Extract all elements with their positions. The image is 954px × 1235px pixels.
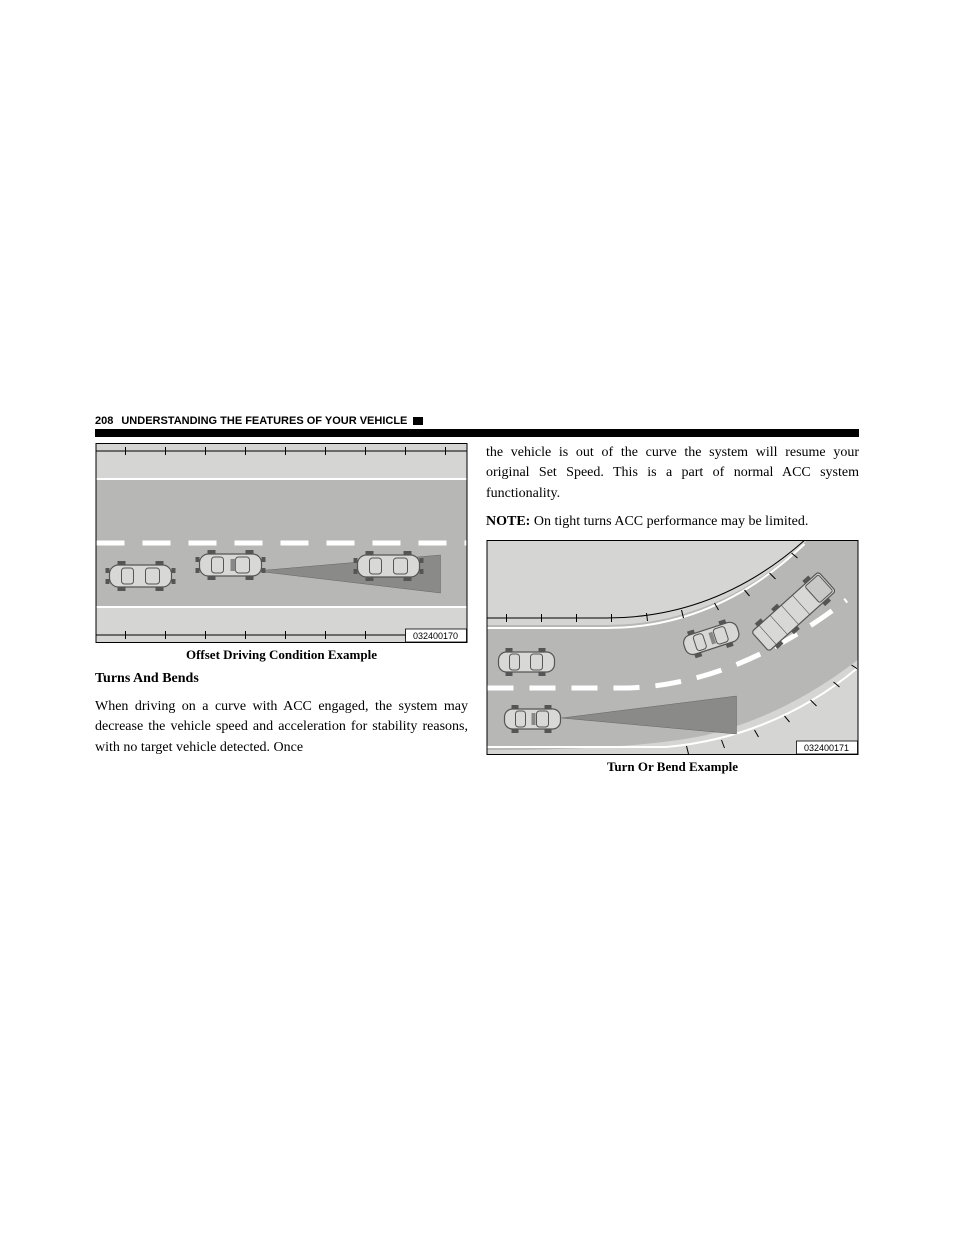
note-paragraph: NOTE: On tight turns ACC performance may… bbox=[486, 512, 859, 532]
note-label: NOTE: bbox=[486, 514, 530, 529]
figure-caption: Turn Or Bend Example bbox=[486, 759, 859, 775]
right-column: the vehicle is out of the curve the syst… bbox=[486, 443, 859, 783]
subheading-turns-bends: Turns And Bends bbox=[95, 671, 468, 687]
content-columns: 032400170 Offset Driving Condition Examp… bbox=[95, 443, 859, 783]
figure-id-label: 032400171 bbox=[804, 743, 849, 753]
car-icon bbox=[499, 648, 555, 676]
left-column: 032400170 Offset Driving Condition Examp… bbox=[95, 443, 468, 783]
page-number: 208 bbox=[95, 415, 113, 427]
page-header: 208 UNDERSTANDING THE FEATURES OF YOUR V… bbox=[95, 415, 859, 427]
body-paragraph: the vehicle is out of the curve the syst… bbox=[486, 443, 859, 504]
page: 208 UNDERSTANDING THE FEATURES OF YOUR V… bbox=[0, 415, 954, 783]
turn-bend-figure: 032400171 bbox=[486, 540, 859, 755]
offset-driving-figure: 032400170 bbox=[95, 443, 468, 643]
note-text: On tight turns ACC performance may be li… bbox=[530, 514, 808, 529]
car-icon bbox=[505, 705, 561, 733]
car-icon bbox=[106, 561, 176, 591]
header-decor bbox=[413, 417, 423, 425]
figure-id-label: 032400170 bbox=[413, 631, 458, 641]
header-rule bbox=[95, 429, 859, 437]
section-title: UNDERSTANDING THE FEATURES OF YOUR VEHIC… bbox=[121, 415, 407, 427]
body-paragraph: When driving on a curve with ACC engaged… bbox=[95, 697, 468, 758]
car-icon bbox=[196, 550, 266, 580]
car-icon bbox=[354, 551, 424, 581]
figure-caption: Offset Driving Condition Example bbox=[95, 647, 468, 663]
